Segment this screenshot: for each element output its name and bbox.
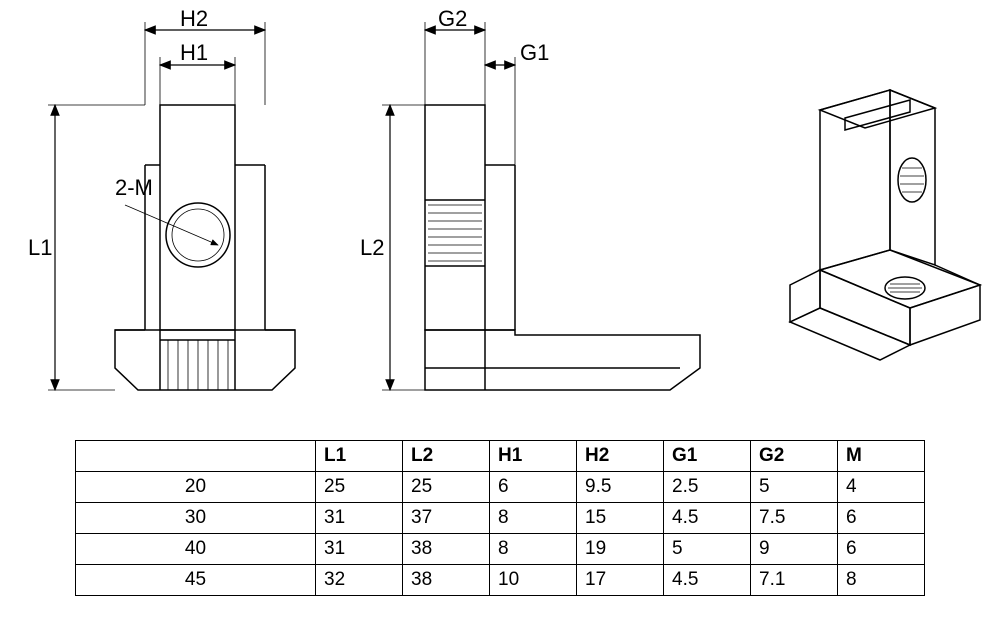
col-h1: H1 [490, 441, 577, 472]
label-h2: H2 [180, 10, 208, 31]
table-cell: 4.5 [664, 503, 751, 534]
table-header-row: L1 L2 H1 H2 G1 G2 M [76, 441, 925, 472]
table-cell: 6 [490, 472, 577, 503]
table-cell: 6 [838, 534, 925, 565]
table-cell: 40 [76, 534, 316, 565]
dimensions-table: L1 L2 H1 H2 G1 G2 M 20252569.52.55430313… [75, 440, 925, 596]
front-view: H2 H1 L1 [28, 10, 295, 390]
col-m: M [838, 441, 925, 472]
table-cell: 9 [751, 534, 838, 565]
col-blank [76, 441, 316, 472]
table-cell: 7.5 [751, 503, 838, 534]
table-cell: 8 [838, 565, 925, 596]
table-cell: 5 [751, 472, 838, 503]
table-cell: 32 [316, 565, 403, 596]
table-cell: 2.5 [664, 472, 751, 503]
col-l1: L1 [316, 441, 403, 472]
label-l2: L2 [360, 235, 384, 260]
col-g1: G1 [664, 441, 751, 472]
table-cell: 25 [316, 472, 403, 503]
table-cell: 9.5 [577, 472, 664, 503]
table-body: 20252569.52.5543031378154.57.56403138819… [76, 472, 925, 596]
table-row: 3031378154.57.56 [76, 503, 925, 534]
table-row: 45323810174.57.18 [76, 565, 925, 596]
col-g2: G2 [751, 441, 838, 472]
label-g1: G1 [520, 40, 549, 65]
table-cell: 25 [403, 472, 490, 503]
table-cell: 45 [76, 565, 316, 596]
table-cell: 4.5 [664, 565, 751, 596]
table-cell: 30 [76, 503, 316, 534]
table-cell: 8 [490, 503, 577, 534]
table-cell: 10 [490, 565, 577, 596]
table-row: 403138819596 [76, 534, 925, 565]
label-g2: G2 [438, 10, 467, 31]
table-cell: 5 [664, 534, 751, 565]
technical-drawing: H2 H1 L1 [0, 10, 1000, 430]
table-cell: 7.1 [751, 565, 838, 596]
col-l2: L2 [403, 441, 490, 472]
table-cell: 31 [316, 534, 403, 565]
label-thread: 2-M [115, 175, 153, 200]
table-cell: 38 [403, 534, 490, 565]
table-cell: 17 [577, 565, 664, 596]
table-cell: 4 [838, 472, 925, 503]
table-cell: 6 [838, 503, 925, 534]
side-view: G2 G1 L2 [360, 10, 700, 390]
label-h1: H1 [180, 40, 208, 65]
table-cell: 19 [577, 534, 664, 565]
table-row: 20252569.52.554 [76, 472, 925, 503]
table-cell: 15 [577, 503, 664, 534]
table-cell: 8 [490, 534, 577, 565]
col-h2: H2 [577, 441, 664, 472]
iso-view [790, 90, 980, 360]
table-cell: 38 [403, 565, 490, 596]
table-cell: 31 [316, 503, 403, 534]
table-cell: 37 [403, 503, 490, 534]
label-l1: L1 [28, 235, 52, 260]
table-cell: 20 [76, 472, 316, 503]
